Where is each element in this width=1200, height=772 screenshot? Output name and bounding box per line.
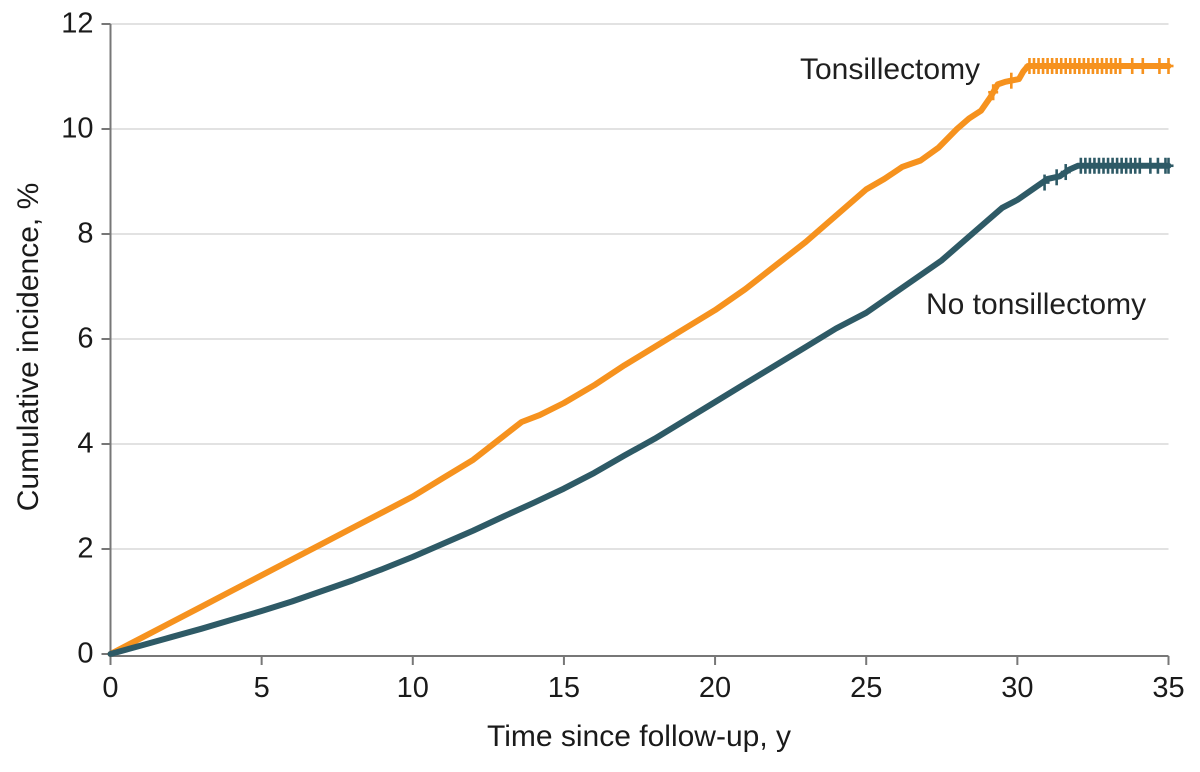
x-axis-title: Time since follow-up, y xyxy=(487,720,791,753)
y-tick-label: 8 xyxy=(77,217,94,250)
series-label-no-tonsillectomy: No tonsillectomy xyxy=(926,288,1147,321)
y-tick-label: 12 xyxy=(61,7,94,40)
x-tick-label: 20 xyxy=(698,672,732,704)
y-tick-label: 6 xyxy=(77,322,94,355)
x-tick-label: 0 xyxy=(102,672,119,704)
x-tick-label: 30 xyxy=(1001,672,1034,704)
y-tick-label: 0 xyxy=(77,637,94,670)
y-tick-label: 4 xyxy=(77,427,94,460)
series-line-no-tonsillectomy xyxy=(107,162,1172,657)
series-line-tonsillectomy xyxy=(107,63,1172,657)
series-label-tonsillectomy: Tonsillectomy xyxy=(800,53,981,86)
y-tick-label: 10 xyxy=(61,112,94,145)
y-tick-label: 2 xyxy=(77,532,94,565)
x-tick-label: 25 xyxy=(850,672,883,704)
x-tick-label: 35 xyxy=(1152,672,1185,704)
x-tick-label: 15 xyxy=(547,672,581,704)
x-tick-label: 5 xyxy=(253,672,270,704)
x-tick-label: 10 xyxy=(396,672,429,704)
